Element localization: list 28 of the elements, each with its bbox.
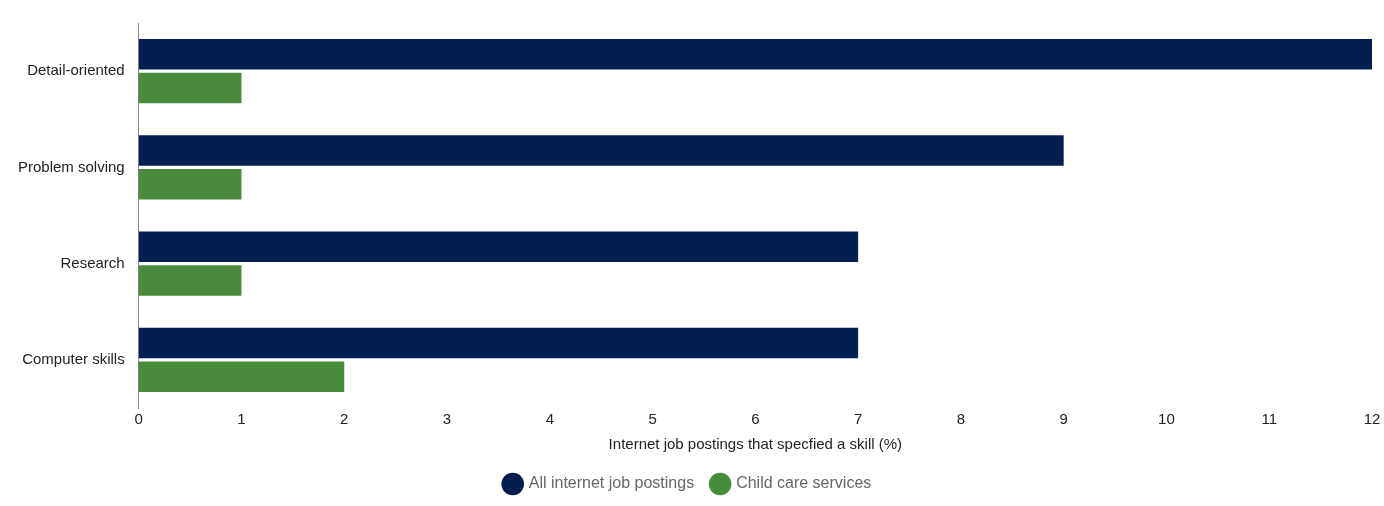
- x-tick-label: 2: [340, 410, 349, 428]
- y-tick-label: Research: [60, 253, 125, 271]
- bar: [138, 39, 1372, 70]
- x-tick-label: 4: [545, 410, 554, 428]
- bar: [138, 327, 859, 359]
- y-tick-label: Computer skills: [22, 350, 125, 368]
- bar: [138, 169, 242, 200]
- x-tick-label: 10: [1158, 410, 1175, 428]
- x-tick-label: 6: [751, 410, 760, 428]
- bar: [138, 135, 1064, 166]
- bar: [138, 265, 242, 296]
- y-tick-label: Detail-oriented: [27, 61, 125, 79]
- bar: [138, 231, 859, 262]
- x-tick-label: 0: [134, 410, 143, 428]
- x-tick-label: 12: [1363, 410, 1381, 428]
- x-axis-title: Internet job postings that specfied a skill (%): [608, 435, 903, 453]
- x-tick-label: 9: [1059, 410, 1068, 428]
- legend-label: All internet job postings: [528, 474, 695, 492]
- x-tick-label: 7: [853, 410, 863, 428]
- x-tick-label: 8: [956, 410, 966, 428]
- bar: [138, 361, 345, 392]
- y-tick-label: Problem solving: [18, 157, 125, 175]
- x-tick-label: 1: [237, 410, 246, 428]
- x-tick-label: 5: [648, 410, 657, 428]
- legend-label: Child care services: [736, 474, 872, 492]
- x-tick-label: 11: [1261, 410, 1278, 428]
- x-tick-label: 3: [442, 410, 452, 428]
- bar: [138, 72, 242, 104]
